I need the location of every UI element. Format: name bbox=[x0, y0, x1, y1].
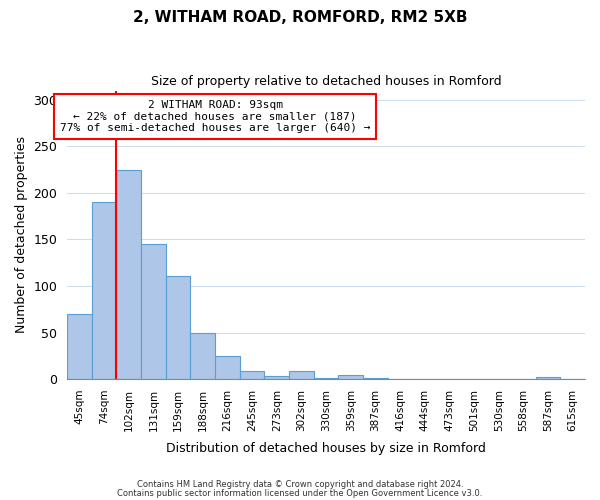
Text: 2 WITHAM ROAD: 93sqm
← 22% of detached houses are smaller (187)
77% of semi-deta: 2 WITHAM ROAD: 93sqm ← 22% of detached h… bbox=[60, 100, 370, 133]
Y-axis label: Number of detached properties: Number of detached properties bbox=[15, 136, 28, 334]
Bar bbox=[536, 377, 560, 379]
Bar bbox=[363, 378, 388, 379]
Title: Size of property relative to detached houses in Romford: Size of property relative to detached ho… bbox=[151, 75, 502, 88]
X-axis label: Distribution of detached houses by size in Romford: Distribution of detached houses by size … bbox=[166, 442, 486, 455]
Text: Contains HM Land Registry data © Crown copyright and database right 2024.: Contains HM Land Registry data © Crown c… bbox=[137, 480, 463, 489]
Bar bbox=[190, 332, 215, 379]
Bar bbox=[116, 170, 141, 379]
Bar bbox=[166, 276, 190, 379]
Bar bbox=[240, 370, 265, 379]
Bar bbox=[67, 314, 92, 379]
Bar bbox=[215, 356, 240, 379]
Bar bbox=[265, 376, 289, 379]
Bar bbox=[314, 378, 338, 379]
Bar bbox=[141, 244, 166, 379]
Text: 2, WITHAM ROAD, ROMFORD, RM2 5XB: 2, WITHAM ROAD, ROMFORD, RM2 5XB bbox=[133, 10, 467, 25]
Bar bbox=[289, 370, 314, 379]
Text: Contains public sector information licensed under the Open Government Licence v3: Contains public sector information licen… bbox=[118, 488, 482, 498]
Bar bbox=[338, 376, 363, 379]
Bar bbox=[92, 202, 116, 379]
